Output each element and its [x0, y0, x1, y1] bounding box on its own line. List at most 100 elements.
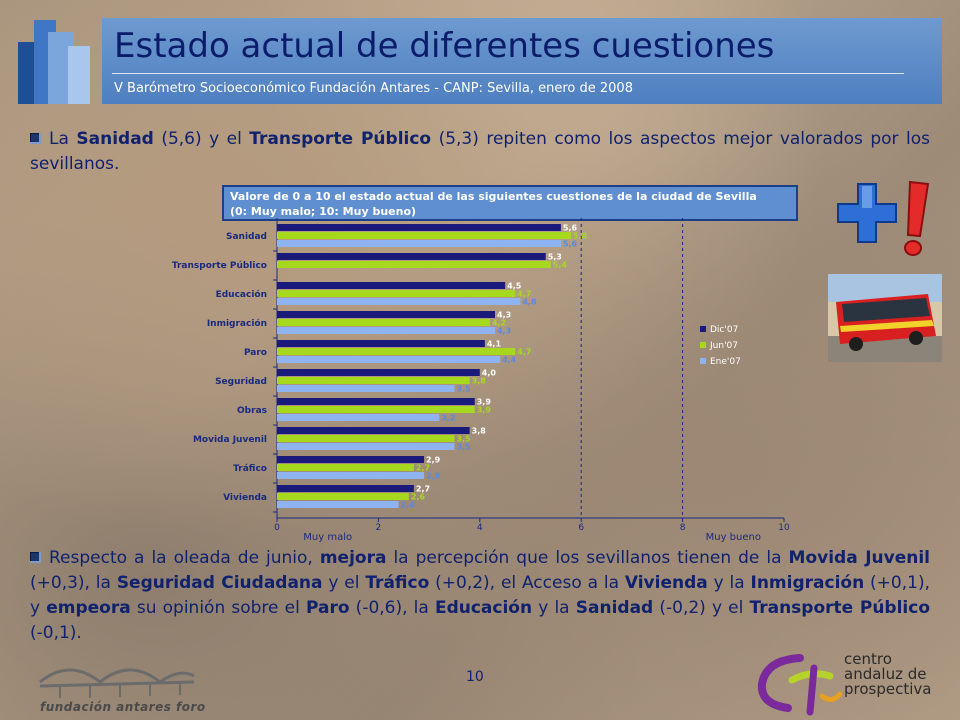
bullet-icon [30, 552, 41, 563]
centro-name-line-2: andaluz de [844, 665, 927, 683]
data-label: 5,6 [563, 224, 578, 233]
category-label: Seguridad [215, 377, 267, 387]
data-label: 4,1 [487, 340, 502, 349]
category-label: Vivienda [223, 493, 267, 503]
data-label: 4,4 [502, 356, 517, 365]
data-label: 4,7 [517, 290, 531, 299]
page-title: Estado actual de diferentes cuestiones [114, 26, 775, 66]
legend-swatch [700, 342, 706, 348]
detail-text-run: y el [322, 573, 366, 593]
bar [277, 319, 490, 326]
category-label: Tráfico [233, 464, 267, 474]
detail-text-run: (+0,1), y [30, 573, 930, 618]
health-plus-icon [837, 180, 930, 256]
detail-text-run: Seguridad Ciudadana [116, 573, 323, 593]
detail-text-run: y la [707, 573, 751, 593]
detail-text-run: la percepción que los sevillanos tienen … [386, 548, 789, 568]
category-label: Educación [216, 289, 267, 300]
intro-text-run: (5,6) y el [153, 129, 250, 149]
bar [277, 464, 414, 471]
bar [277, 501, 399, 508]
bar [277, 340, 485, 347]
detail-text-run: Sanidad [575, 598, 654, 618]
bar [277, 414, 440, 421]
data-label: 3,8 [472, 427, 487, 436]
bar [277, 493, 409, 500]
detail-text-run: Educación [434, 598, 533, 618]
bar [277, 261, 551, 268]
detail-text-run: Paro [305, 598, 350, 618]
bar [277, 443, 455, 450]
title-divider [112, 73, 904, 74]
detail-paragraph: Respecto a la oleada de junio, mejora la… [30, 546, 930, 646]
chart-title-box: Valore de 0 a 10 el estado actual de las… [222, 185, 798, 221]
centro-andaluz-name: centro andaluz de prospectiva [844, 652, 931, 697]
detail-text-run: Respecto a la oleada de junio, [49, 548, 320, 568]
data-label: 4,7 [517, 348, 531, 357]
page-number: 10 [466, 669, 484, 685]
category-label: Transporte Público [172, 261, 267, 271]
detail-text-run: (-0,2) y el [653, 598, 750, 618]
data-label: 3,2 [441, 414, 455, 423]
bullet-icon [30, 133, 41, 144]
bar [277, 485, 414, 492]
bar [277, 348, 516, 355]
detail-text-run: su opinión sobre el [130, 598, 306, 618]
category-label: Sanidad [226, 232, 267, 242]
x-tick-label: 2 [376, 523, 382, 533]
detail-text-run: (-0,6), la [349, 598, 435, 618]
data-label: 5,3 [548, 253, 562, 262]
bar [277, 398, 475, 405]
data-label: 4,8 [522, 298, 537, 307]
centro-andaluz-logo [757, 654, 842, 716]
legend-label: Dic'07 [710, 325, 738, 335]
data-label: 2,7 [416, 464, 430, 473]
data-label: 3,9 [477, 406, 492, 415]
bar [277, 472, 425, 479]
bar [277, 369, 480, 376]
data-label: 4,5 [507, 282, 522, 291]
x-scale-annotation: Muy bueno [706, 532, 761, 543]
header-banner: Estado actual de diferentes cuestiones V… [102, 18, 942, 104]
bar [277, 377, 470, 384]
bar [277, 282, 506, 289]
centro-name-line-3: prospectiva [844, 680, 932, 698]
detail-text-run: (+0,2), el Acceso a la [429, 573, 625, 593]
bar [277, 232, 572, 239]
bar [277, 224, 561, 231]
header-bar-logo [18, 20, 98, 104]
intro-paragraph-text: La Sanidad (5,6) y el Transporte Público… [30, 129, 930, 174]
data-label: 3,5 [456, 443, 471, 452]
x-tick-label: 10 [778, 523, 790, 533]
bar [277, 427, 470, 434]
category-label: Movida Juvenil [193, 435, 267, 445]
bar [277, 253, 546, 260]
intro-text-run: La [49, 129, 77, 149]
foundation-name: fundación antares foro [40, 700, 206, 714]
detail-text-run: Transporte Público [749, 598, 931, 618]
detail-text-run: Vivienda [624, 573, 708, 593]
data-label: 3,9 [477, 398, 492, 407]
legend-swatch [700, 358, 706, 364]
legend-swatch [700, 326, 706, 332]
intro-text-run: Transporte Público [249, 129, 432, 149]
category-label: Obras [237, 406, 267, 416]
bus-photo [828, 274, 942, 362]
intro-paragraph: La Sanidad (5,6) y el Transporte Público… [30, 127, 930, 177]
foundation-bridge-logo [39, 668, 195, 698]
centro-name-line-1: centro [844, 650, 892, 668]
data-label: 2,6 [411, 493, 426, 502]
intro-text-run: Sanidad [76, 129, 154, 149]
legend-label: Ene'07 [710, 357, 741, 367]
detail-text-run: mejora [319, 548, 387, 568]
data-label: 2,4 [401, 501, 416, 510]
bar [277, 456, 425, 463]
x-scale-annotation: Muy malo [303, 532, 352, 543]
detail-text-run: (+0,3), la [30, 573, 117, 593]
category-label: Paro [244, 348, 267, 358]
bar [277, 298, 521, 305]
chart-title: Valore de 0 a 10 el estado actual de las… [230, 190, 757, 203]
data-label: 3,8 [472, 377, 487, 386]
data-label: 5,4 [553, 261, 568, 270]
data-label: 3,5 [456, 435, 471, 444]
